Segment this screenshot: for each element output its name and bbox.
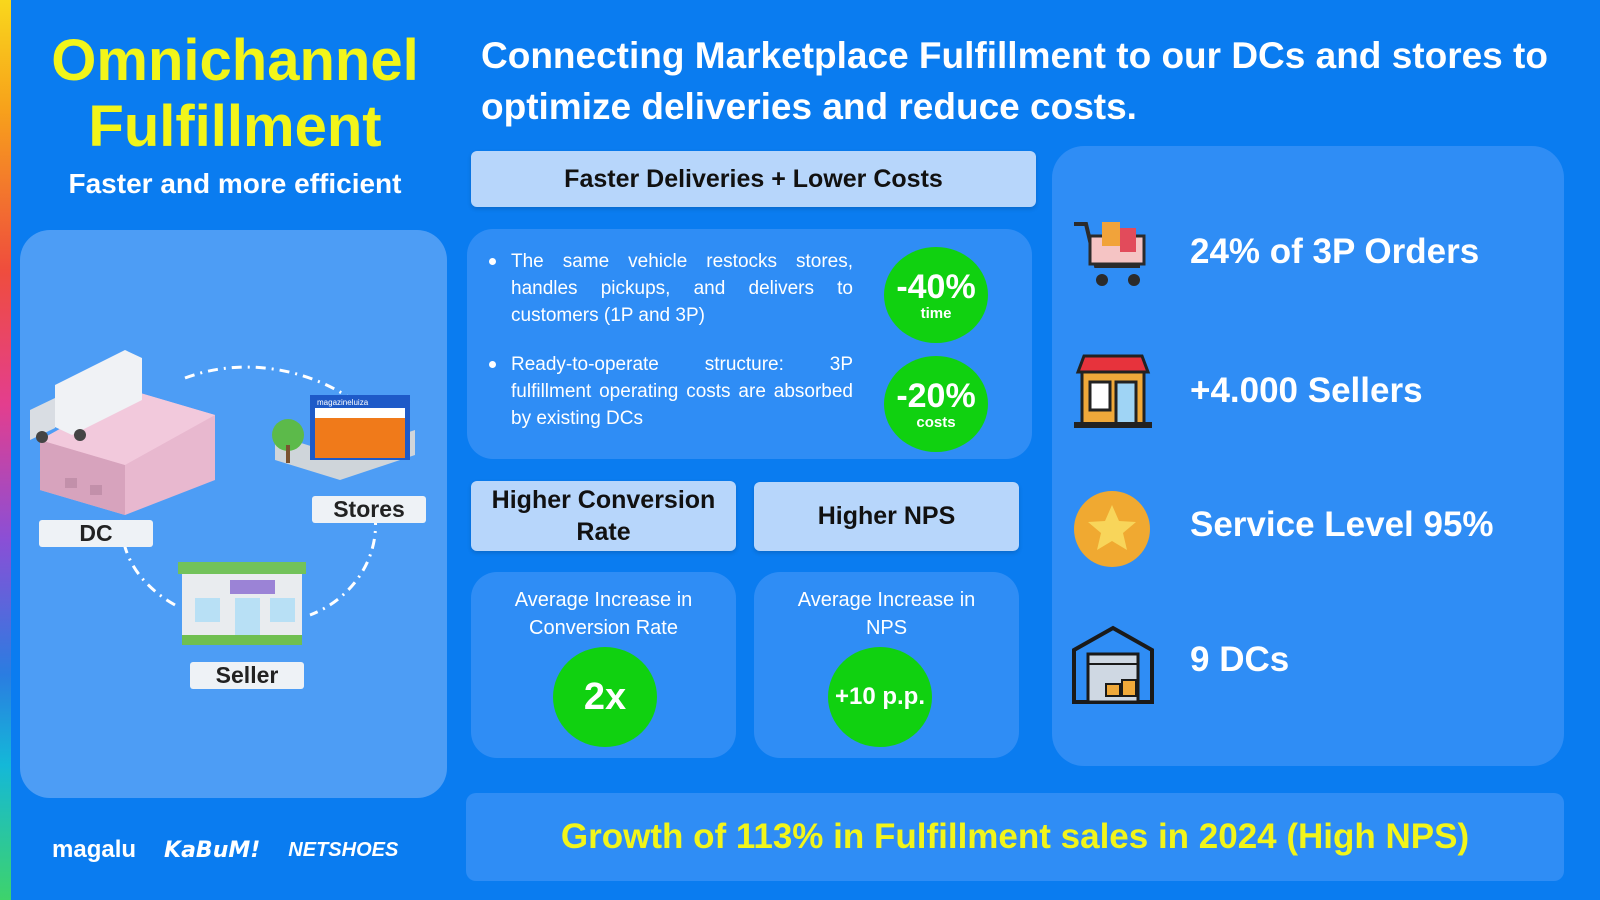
time-reduction-value: -40% [896,267,976,306]
time-reduction-badge: -40% time [884,247,988,343]
stat-service-level: Service Level 95% [1190,505,1494,544]
cost-reduction-value: -20% [896,376,976,415]
faster-deliveries-header: Faster Deliveries + Lower Costs [471,151,1036,207]
stat-sellers: +4.000 Sellers [1190,371,1423,410]
brand-logos: magalu KaBuM! NETSHOES [52,832,398,868]
nps-value: +10 p.p. [834,683,926,710]
conversion-badge: 2x [553,647,657,747]
storefront-icon: magazineluiza [272,395,415,480]
network-illustration: magazineluiza [30,350,415,645]
growth-banner-text: Growth of 113% in Fulfillment sales in 2… [560,817,1470,856]
netshoes-logo: NETSHOES [288,838,399,861]
rainbow-stripe [0,0,11,900]
seller-shop-icon [178,562,306,645]
stat-3p-orders: 24% of 3P Orders [1190,232,1480,271]
conversion-value: 2x [583,675,627,718]
headline: Connecting Marketplace Fulfillment to ou… [481,35,1548,127]
warehouse-icon [1072,625,1154,704]
title-line-2: Fulfillment [88,94,382,159]
nps-caption: Average Increase in NPS [797,589,976,639]
growth-banner: Growth of 113% in Fulfillment sales in 2… [466,793,1564,881]
benefit-item: Ready-to-operate structure: 3P fulfillme… [481,351,853,432]
star-icon [1074,491,1150,567]
time-reduction-unit: time [920,304,952,322]
cost-reduction-badge: -20% costs [884,356,988,452]
conversion-caption: Average Increase in Conversion Rate [514,589,693,639]
title-line-1: Omnichannel [51,28,419,93]
seller-label: Seller [190,662,304,689]
benefits-list: The same vehicle restocks stores, handle… [481,248,853,454]
page-subtitle: Faster and more efficient [68,168,402,199]
fulfillment-map-panel: magazineluiza DC Stores Seller [20,230,447,798]
nps-header: Higher NPS [754,482,1019,551]
storefront-sign-text: magazineluiza [317,398,369,407]
magalu-logo: magalu [52,836,137,863]
stat-dcs: 9 DCs [1190,640,1290,679]
cost-reduction-unit: costs [916,413,956,431]
dc-label: DC [39,520,153,547]
benefit-item: The same vehicle restocks stores, handle… [481,248,853,329]
stores-label: Stores [312,496,426,523]
truck-icon [30,350,142,443]
page-title: Omnichannel Fulfillment [40,28,430,160]
kabum-logo: KaBuM! [164,837,261,863]
nps-badge: +10 p.p. [828,647,932,747]
conversion-header: Higher Conversion Rate [471,481,736,551]
shopping-cart-icon [1074,222,1146,286]
store-icon [1074,354,1152,428]
